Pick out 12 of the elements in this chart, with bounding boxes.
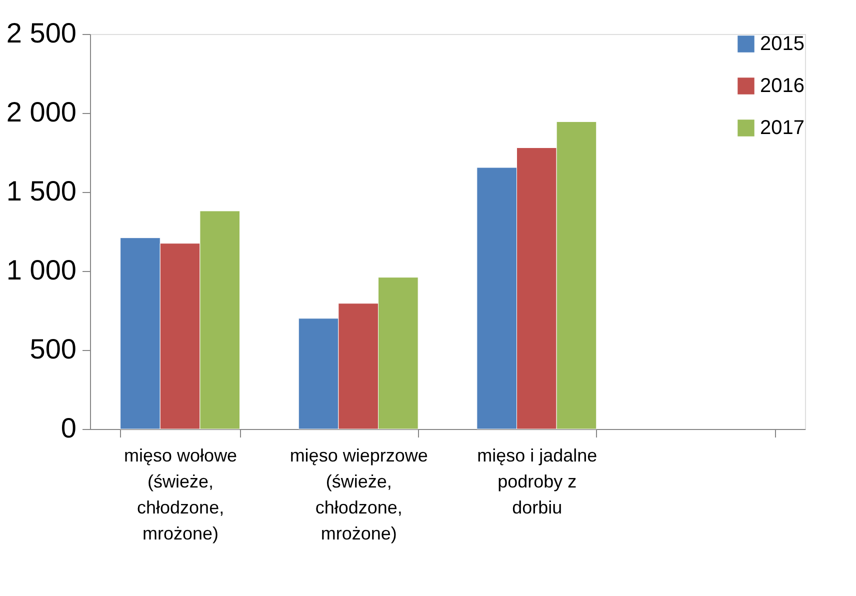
y-tick-label: 1 000: [6, 254, 76, 286]
legend-label: 2017: [760, 117, 804, 139]
x-tick-label: mięso i jadalne podroby z dorbiu: [477, 446, 598, 518]
legend-label: 2016: [760, 75, 804, 97]
legend-label: 2015: [760, 33, 804, 55]
x-tick-label: mięso wieprzowe (świeże, chłodzone, mrożone): [290, 446, 428, 544]
y-tick-label: 0: [60, 412, 76, 444]
y-tick-label: 2 500: [6, 18, 76, 48]
y-tick-label: 1 500: [6, 176, 76, 206]
x-tick-label: mięso wołowe (świeże, chłodzone, mrożone): [124, 446, 238, 544]
y-tick-label: 2 000: [6, 96, 76, 128]
y-tick-label: 500: [30, 334, 76, 364]
